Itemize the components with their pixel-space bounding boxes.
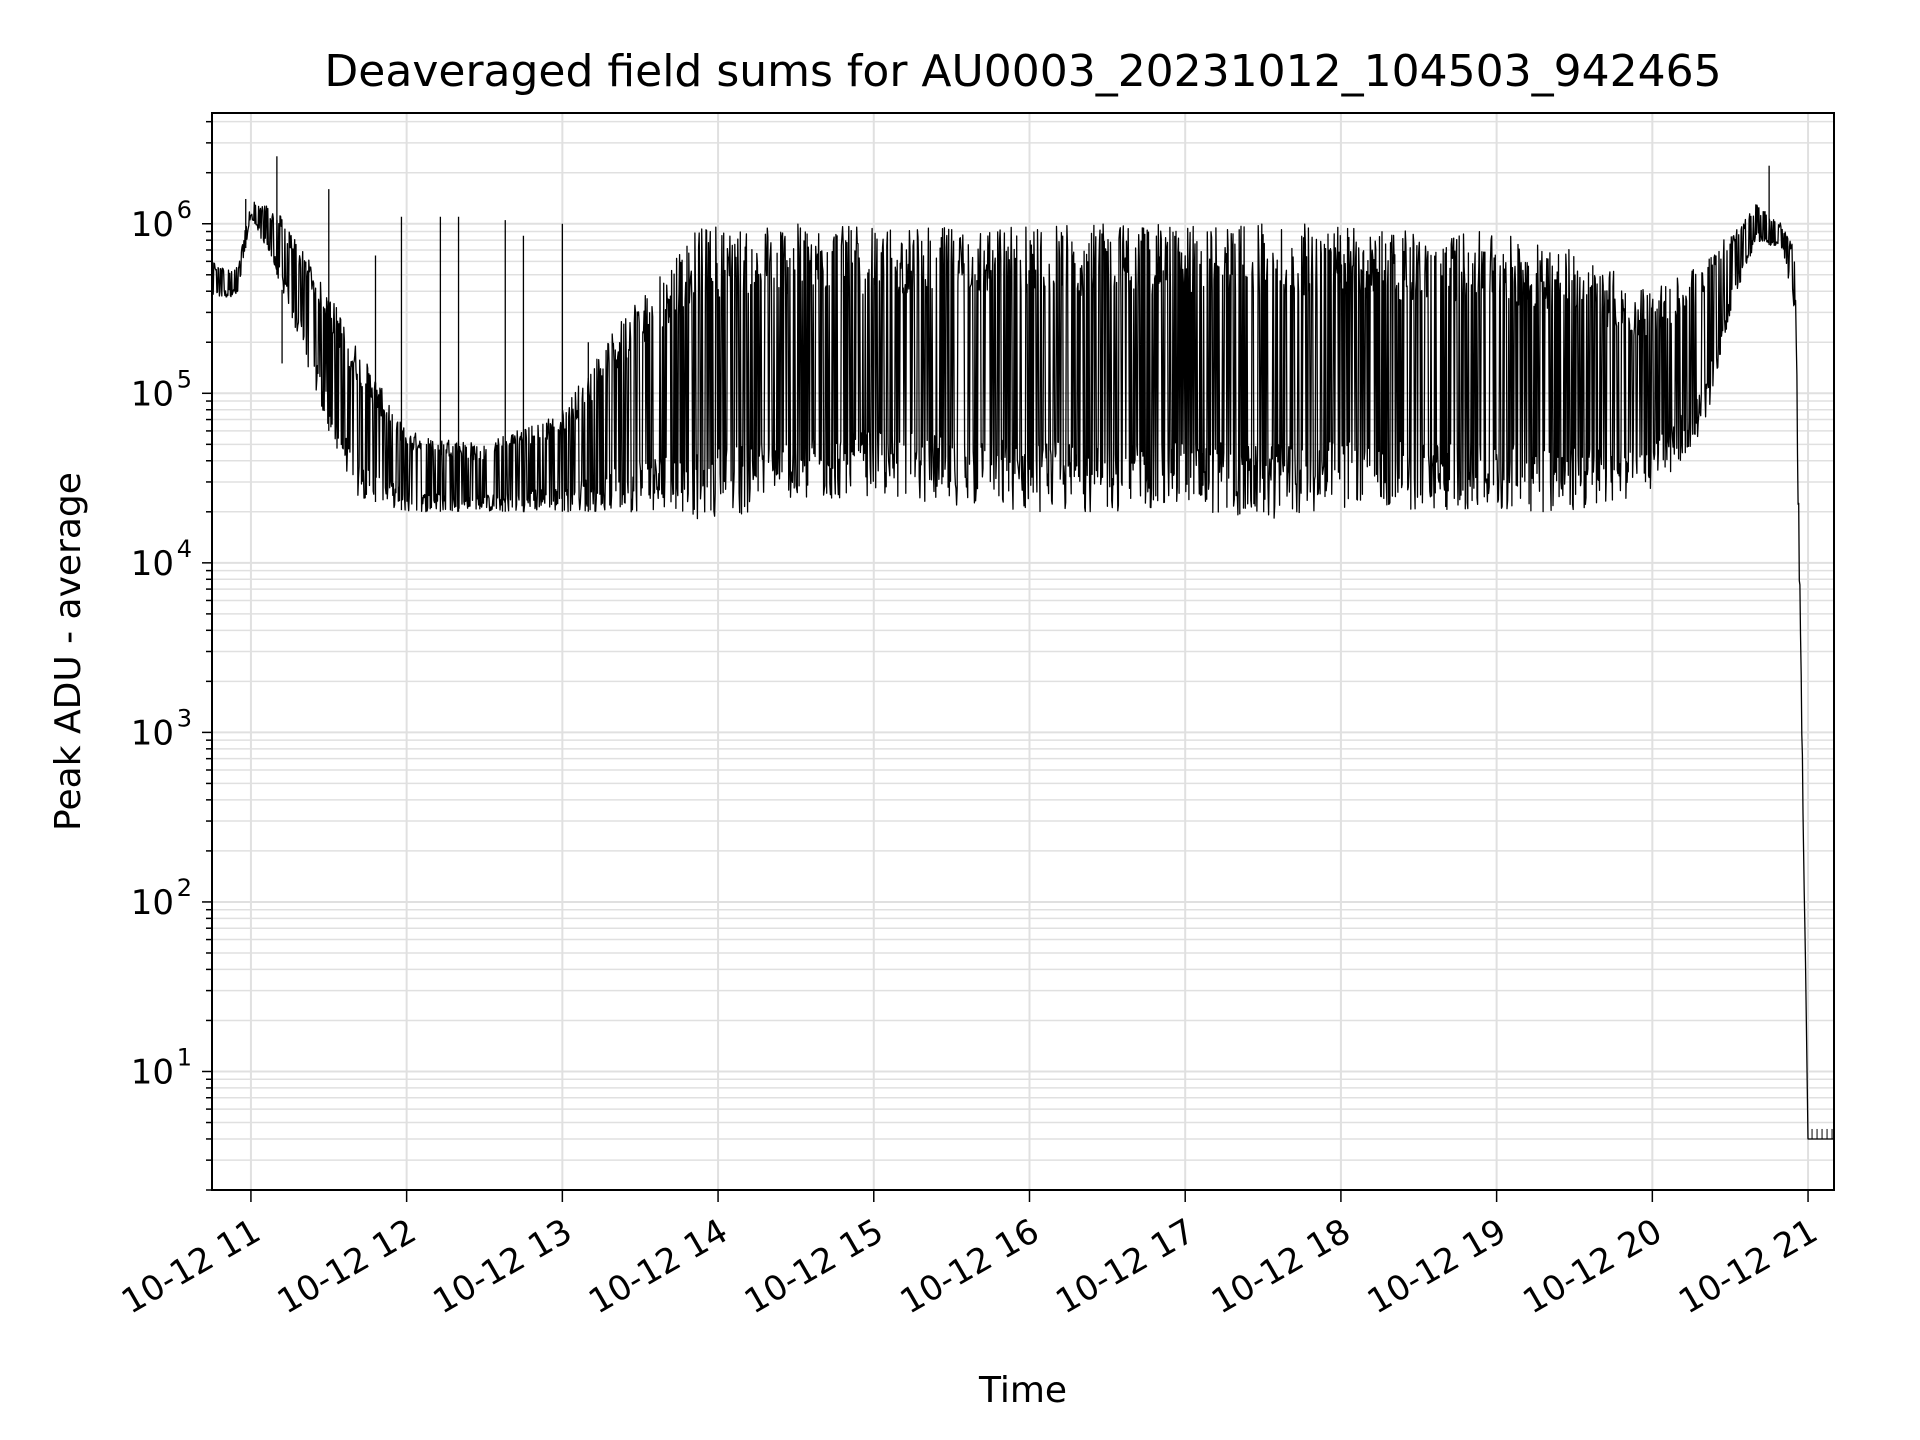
chart-title: Deaveraged field sums for AU0003_2023101… — [324, 46, 1721, 97]
y-axis-label: Peak ADU - average — [48, 472, 89, 831]
y-tick-label: 10 — [131, 713, 174, 753]
x-axis-label: Time — [978, 1370, 1067, 1411]
y-tick-exponent: 1 — [177, 1043, 192, 1071]
y-tick-label: 10 — [131, 205, 174, 245]
y-tick-exponent: 6 — [177, 196, 192, 224]
y-tick-label: 10 — [131, 374, 174, 414]
y-tick-label: 10 — [131, 1052, 174, 1092]
y-tick-exponent: 5 — [177, 365, 192, 393]
series-path — [211, 201, 1834, 1140]
y-tick-label: 10 — [131, 544, 174, 584]
y-tick-exponent: 4 — [177, 535, 192, 563]
series-line — [211, 156, 1834, 1140]
y-tick-label: 10 — [131, 883, 174, 923]
y-tick-exponent: 2 — [177, 874, 192, 902]
y-tick-exponent: 3 — [177, 704, 192, 732]
